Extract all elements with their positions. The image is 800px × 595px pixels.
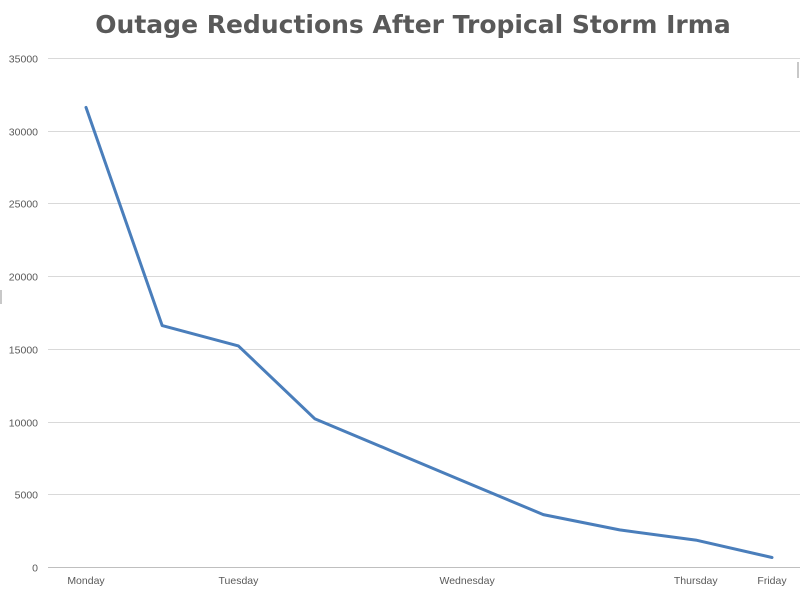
data-point-0-5 <box>466 481 469 484</box>
x-tick-label-friday: Friday <box>757 575 787 587</box>
x-tick-labels: Monday Tuesday Wednesday Thursday Friday <box>67 575 787 587</box>
x-tick-label-monday: Monday <box>67 575 105 587</box>
y-tick-label: 15000 <box>9 345 38 357</box>
gridlines <box>48 58 800 495</box>
y-tick-label: 0 <box>32 563 38 575</box>
edge-handle-left <box>0 290 2 304</box>
x-tick-label-tuesday: Tuesday <box>218 575 259 587</box>
data-point-0-4 <box>389 449 392 452</box>
data-point-0-0 <box>85 106 88 109</box>
y-tick-label: 20000 <box>9 272 38 284</box>
series-line-0 <box>84 105 774 559</box>
y-tick-label: 35000 <box>9 54 38 66</box>
chart-title: Outage Reductions After Tropical Storm I… <box>95 10 731 39</box>
edge-handle-top <box>797 62 799 78</box>
x-tick-label-thursday: Thursday <box>674 575 719 587</box>
data-point-0-9 <box>771 556 774 559</box>
data-point-0-8 <box>694 539 697 542</box>
y-tick-label: 5000 <box>15 490 39 502</box>
y-tick-label: 30000 <box>9 127 38 139</box>
series <box>84 105 774 559</box>
data-point-0-7 <box>618 528 621 531</box>
y-tick-labels: 0 5000 10000 15000 20000 25000 30000 35000 <box>9 54 38 575</box>
data-point-0-1 <box>161 324 164 327</box>
x-tick-label-wednesday: Wednesday <box>439 575 495 587</box>
data-point-0-3 <box>313 417 316 420</box>
y-tick-label: 25000 <box>9 199 38 211</box>
data-point-0-2 <box>237 344 240 347</box>
y-tick-label: 10000 <box>9 418 38 430</box>
data-point-0-6 <box>542 513 545 516</box>
